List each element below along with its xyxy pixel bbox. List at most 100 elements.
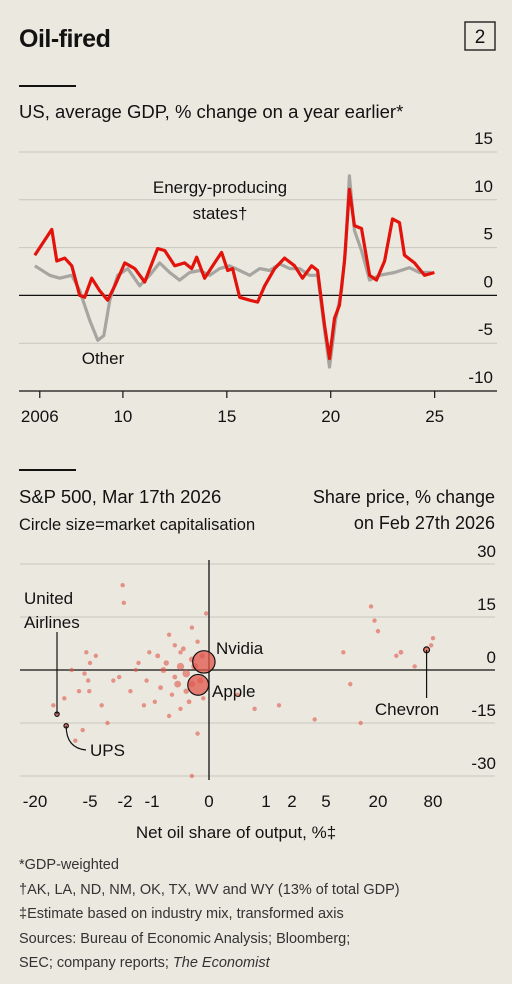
point-label: UPS [90,741,125,760]
footnote: Sources: Bureau of Economic Analysis; Bl… [19,931,350,947]
scatter-point [394,653,399,659]
number-box [464,21,496,51]
x-tick-label: 20 [369,792,388,811]
x-tick-label: 10 [113,407,132,426]
x-tick-label: 2 [287,792,296,811]
scatter-point [178,650,183,655]
x-tick-label: 0 [204,792,213,811]
chart-number: 2 [475,27,486,48]
scatter-point [169,692,175,697]
scatter-point [430,636,436,641]
scatter-point [201,696,206,701]
scatter-point [182,669,191,678]
y-tick-label: -5 [478,320,493,339]
scatter-point [195,639,200,644]
x-tick-label: 2006 [21,407,59,426]
scatter-point [82,671,87,676]
scatter-point [180,646,186,652]
source-italic: The Economist [173,955,271,971]
scatter-point [80,727,85,733]
x-tick-label: 1 [261,792,270,811]
scatter-point [348,681,353,687]
scatter-point [358,720,363,726]
scatter-point [412,664,417,669]
y-tick-label: 10 [474,177,493,196]
scatter-point [87,689,92,694]
scatter-point [87,660,93,666]
scatter-point [73,738,78,743]
x-tick-label: -1 [144,792,159,811]
scatter-point [372,618,377,623]
point-label: Apple [212,682,255,701]
scatter-point [158,685,163,691]
scatter-point [235,692,240,697]
x-tick-label: 5 [321,792,330,811]
scatter-point [163,660,169,666]
x-tick-label: 80 [424,792,443,811]
scatter-point [120,583,125,588]
point-label: Chevron [375,700,439,719]
scatter-point [99,703,104,708]
y-tick-label: -10 [468,368,493,387]
scatter-point [174,680,182,688]
scatter-point [252,706,257,712]
scatter-point [187,673,210,696]
source-text: SEC; company reports; [19,955,169,971]
scatter-point [192,650,216,674]
y-tick-label: 15 [474,129,493,148]
scatter-point [144,678,149,683]
y-tick-label: 30 [477,542,496,561]
x-tick-label: -20 [23,792,48,811]
footnote: ‡Estimate based on industry mix, transfo… [19,906,344,922]
scatter-point [178,706,183,712]
scatter-point [155,653,161,659]
scatter-point [85,678,91,683]
scatter-point [62,696,67,701]
scatter-point [141,703,147,708]
leader-line [65,725,87,751]
y-tick-label: 0 [484,272,493,291]
chart-subtitle: Circle size=market capitalisation [19,516,255,534]
scatter-point [312,717,317,722]
scatter-point [398,649,404,655]
scatter-point [76,689,82,694]
page-title: Oil-fired [19,25,110,53]
x-tick-label: -5 [82,792,97,811]
scatter-point [203,611,209,616]
scatter-point [160,667,167,673]
x-axis-label: Net oil share of output, %‡ [136,823,336,842]
scatter-point [375,628,381,634]
scatter-point [189,625,195,630]
scatter-point [172,674,178,680]
point-label: Nvidia [216,639,264,658]
scatter-point [189,773,195,779]
chart-title: S&P 500, Mar 17th 2026 [19,486,221,507]
y-axis-label: Share price, % change [313,487,495,507]
scatter-point [116,674,122,680]
y-axis-label: on Feb 27th 2026 [354,513,495,533]
scatter-point [166,632,172,637]
footnote: SEC; company reports; The Economist [19,955,271,971]
scatter-point [368,604,374,609]
scatter-point [195,731,200,736]
series-line [33,187,435,361]
scatter-point [172,643,177,648]
y-tick-label: 15 [477,595,496,614]
scatter-point [341,650,346,655]
chart-title: US, average GDP, % change on a year earl… [19,101,403,122]
scatter-point [183,688,189,694]
y-tick-label: -30 [471,754,496,773]
scatter-point [147,650,152,655]
scatter-point [136,660,141,666]
scatter-point [176,662,185,671]
footnote: †AK, LA, ND, NM, OK, TX, WV and WY (13% … [19,882,400,898]
scatter-point [111,678,116,683]
scatter-point [69,667,74,673]
point-label: United [24,589,73,608]
point-label: Airlines [24,613,80,632]
scatter-point [121,600,127,606]
series-label: states† [193,204,248,223]
y-tick-label: -15 [471,701,496,720]
series-label: Energy-producing [153,178,287,197]
